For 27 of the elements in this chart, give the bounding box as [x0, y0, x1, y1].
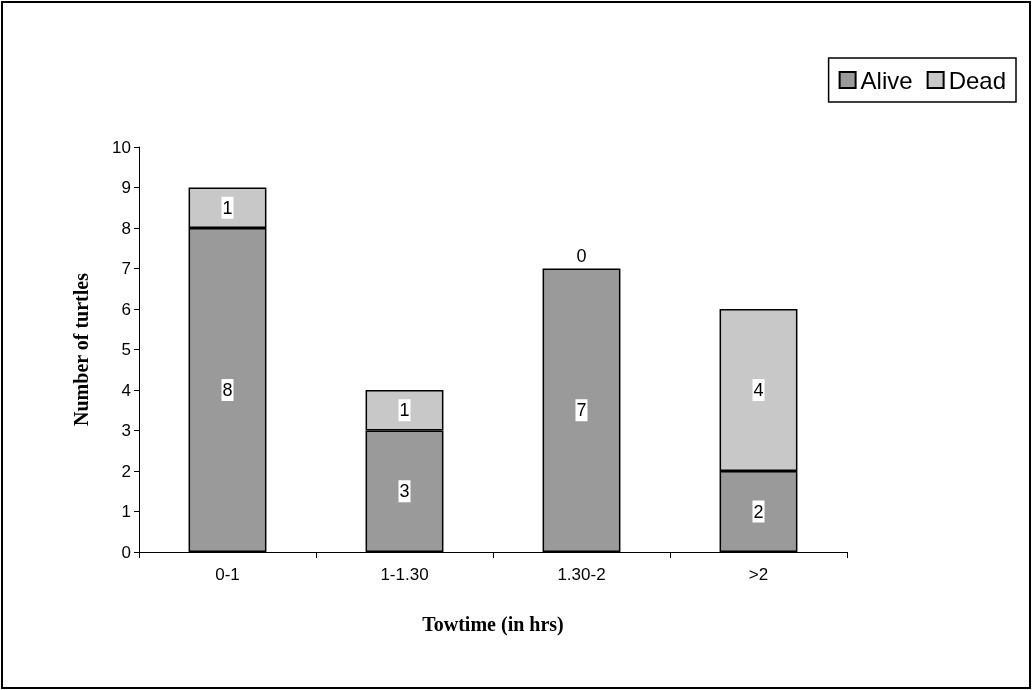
x-tick-label: 1.30-2	[557, 565, 606, 584]
x-tick-label: 1-1.30	[380, 565, 429, 584]
y-tick-label: 10	[112, 137, 131, 157]
legend-label: Alive	[860, 66, 913, 94]
y-tick-label: 5	[121, 340, 131, 359]
data-label: 8	[222, 380, 233, 400]
y-tick-label: 2	[121, 461, 131, 481]
legend-label: Dead	[948, 66, 1006, 94]
x-axis-title: Towtime (in hrs)	[422, 613, 564, 636]
y-axis-title: Number of turtles	[70, 272, 92, 426]
data-label: 2	[753, 501, 764, 522]
x-tick-label: >2	[748, 565, 769, 584]
y-tick-label: 6	[121, 299, 131, 319]
data-label: 4	[753, 380, 764, 400]
y-tick-label: 3	[121, 421, 131, 440]
x-tick-label: 0-1	[215, 565, 240, 584]
data-label: 1	[222, 197, 233, 218]
y-tick-label: 9	[121, 178, 131, 197]
data-label: 1	[399, 400, 410, 421]
data-label: 7	[576, 400, 587, 421]
y-tick-label: 1	[121, 502, 131, 521]
y-tick-label: 0	[121, 542, 131, 562]
y-tick-label: 7	[121, 259, 131, 278]
y-tick-label: 8	[121, 218, 131, 238]
y-tick-label: 4	[121, 380, 131, 400]
data-label: 0	[576, 245, 587, 266]
data-label: 3	[399, 481, 410, 502]
